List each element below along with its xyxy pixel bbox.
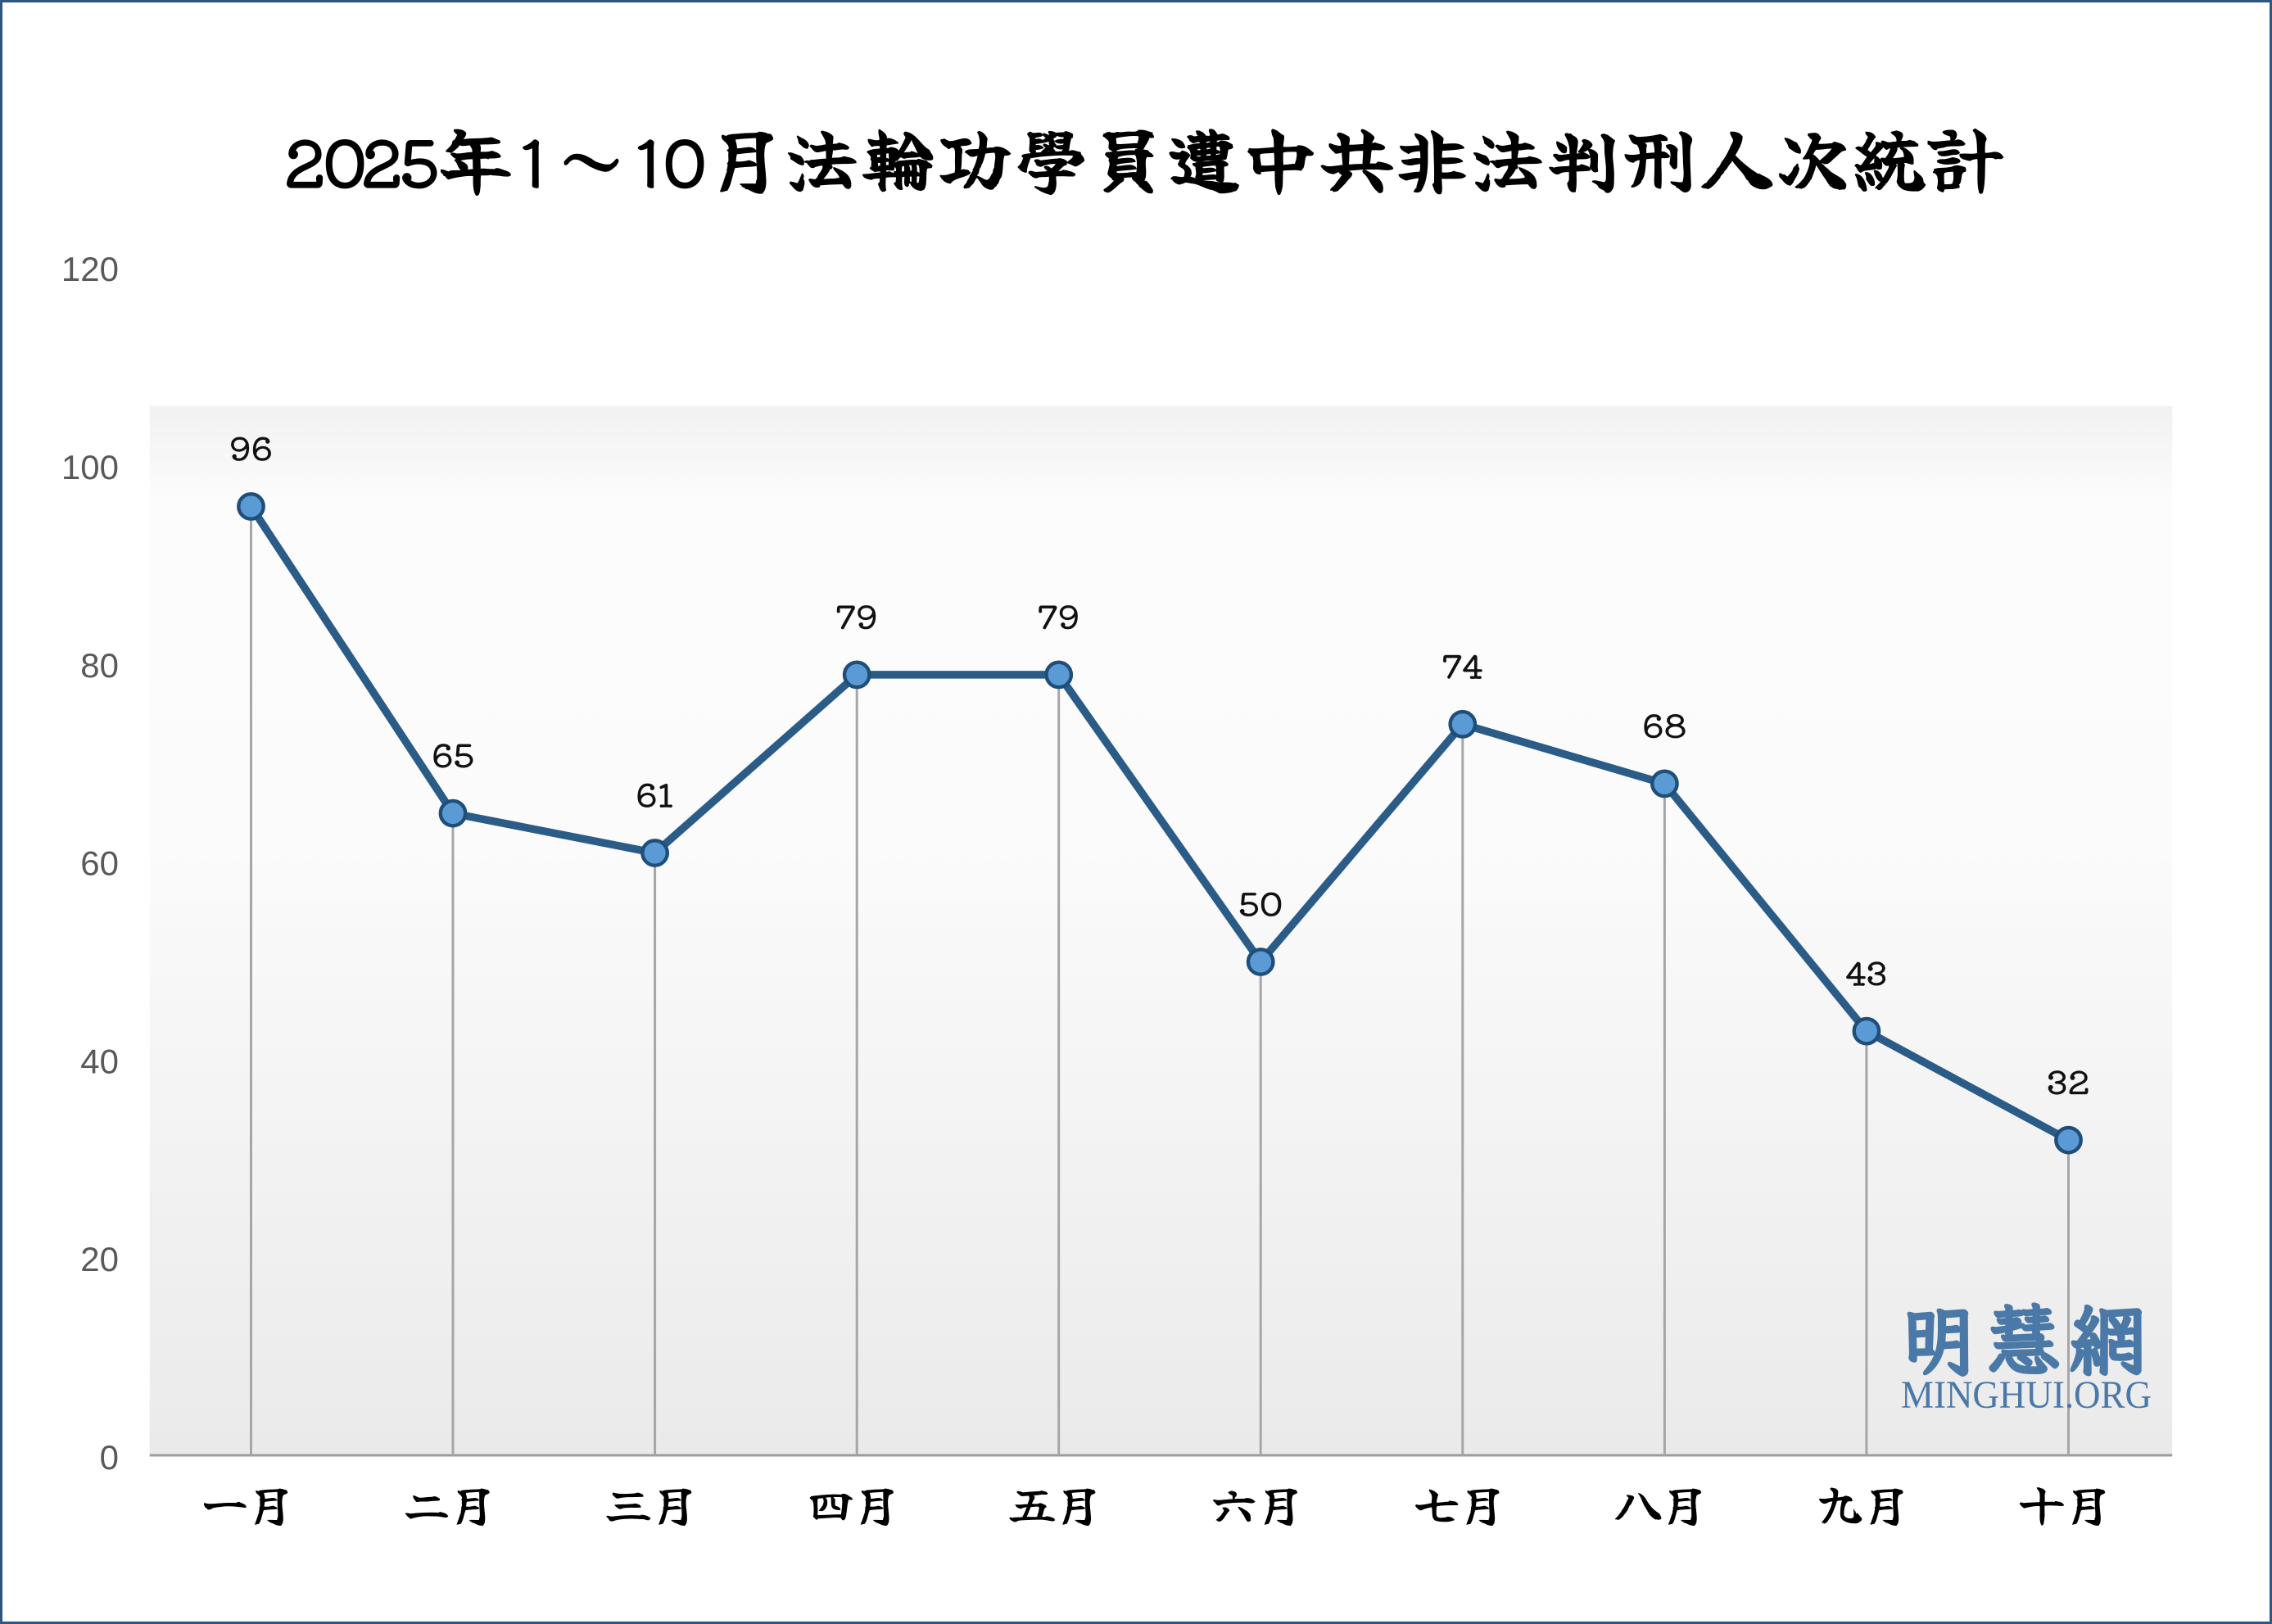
svg-text:MINGHUI.ORG: MINGHUI.ORG [1901,1373,2152,1417]
svg-text:60: 60 [80,844,119,883]
svg-text:20: 20 [80,1240,119,1278]
svg-text:120: 120 [61,250,119,288]
svg-text:40: 40 [80,1042,119,1080]
svg-text:80: 80 [80,646,119,685]
svg-text:100: 100 [61,448,119,486]
svg-text:0: 0 [100,1438,119,1477]
